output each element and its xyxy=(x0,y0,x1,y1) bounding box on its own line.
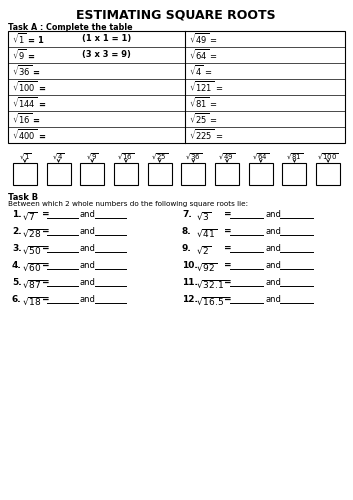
Text: $\sqrt{81}$: $\sqrt{81}$ xyxy=(286,151,303,161)
Text: 1.: 1. xyxy=(12,210,22,219)
Bar xyxy=(316,163,340,185)
Text: and: and xyxy=(265,261,281,270)
Text: $\sqrt{25}$: $\sqrt{25}$ xyxy=(151,151,168,161)
Text: 5.: 5. xyxy=(12,278,22,287)
Text: 2.: 2. xyxy=(12,227,22,236)
Text: $\sqrt{16.5}$: $\sqrt{16.5}$ xyxy=(196,295,226,306)
Text: =: = xyxy=(42,278,50,287)
Text: (3 x 3 = 9): (3 x 3 = 9) xyxy=(82,50,131,59)
Bar xyxy=(215,163,239,185)
Bar xyxy=(80,163,104,185)
Text: 4.: 4. xyxy=(12,261,22,270)
Text: and: and xyxy=(80,227,96,236)
Text: =: = xyxy=(224,244,232,253)
Text: Task B: Task B xyxy=(8,193,38,202)
Text: and: and xyxy=(265,295,281,304)
Text: $\sqrt{28}$: $\sqrt{28}$ xyxy=(22,227,43,238)
Text: and: and xyxy=(80,210,96,219)
Text: $\sqrt{9}$ =: $\sqrt{9}$ = xyxy=(12,48,36,62)
Bar xyxy=(114,163,138,185)
Text: $\sqrt{400}$ =: $\sqrt{400}$ = xyxy=(12,128,46,142)
Text: and: and xyxy=(265,244,281,253)
Text: $\sqrt{64}$: $\sqrt{64}$ xyxy=(252,151,269,161)
Text: 6.: 6. xyxy=(12,295,22,304)
Text: =: = xyxy=(224,278,232,287)
Text: and: and xyxy=(80,278,96,287)
Text: ESTIMATING SQUARE ROOTS: ESTIMATING SQUARE ROOTS xyxy=(76,8,276,21)
Text: $\sqrt{50}$: $\sqrt{50}$ xyxy=(22,244,43,256)
Text: $\sqrt{4}$ =: $\sqrt{4}$ = xyxy=(189,64,213,78)
Text: =: = xyxy=(42,244,50,253)
Text: and: and xyxy=(265,278,281,287)
Text: $\sqrt{121}$ =: $\sqrt{121}$ = xyxy=(189,80,223,94)
Text: $\sqrt{92}$: $\sqrt{92}$ xyxy=(196,261,217,272)
Text: and: and xyxy=(80,244,96,253)
Text: $\sqrt{4}$: $\sqrt{4}$ xyxy=(52,151,65,161)
Text: $\sqrt{1}$: $\sqrt{1}$ xyxy=(18,151,31,161)
Text: $\sqrt{144}$ =: $\sqrt{144}$ = xyxy=(12,96,46,110)
Text: $\sqrt{49}$ =: $\sqrt{49}$ = xyxy=(189,32,218,46)
Text: and: and xyxy=(80,261,96,270)
Text: 9.: 9. xyxy=(182,244,192,253)
Text: Task A : Complete the table: Task A : Complete the table xyxy=(8,23,133,32)
Text: $\sqrt{16}$: $\sqrt{16}$ xyxy=(118,151,134,161)
Text: 11.: 11. xyxy=(182,278,198,287)
Text: $\sqrt{18}$: $\sqrt{18}$ xyxy=(22,295,43,306)
Text: =: = xyxy=(224,210,232,219)
Text: =: = xyxy=(224,227,232,236)
Text: =: = xyxy=(224,261,232,270)
Text: $\sqrt{41}$: $\sqrt{41}$ xyxy=(196,227,217,238)
Text: $\sqrt{32.1}$: $\sqrt{32.1}$ xyxy=(196,278,226,289)
Text: 10.: 10. xyxy=(182,261,198,270)
Text: $\sqrt{36}$ =: $\sqrt{36}$ = xyxy=(12,64,41,78)
Text: Between which 2 whole numbers do the following square roots lie:: Between which 2 whole numbers do the fol… xyxy=(8,201,248,207)
Bar xyxy=(47,163,71,185)
Bar xyxy=(13,163,37,185)
Bar xyxy=(181,163,205,185)
Bar xyxy=(8,31,345,143)
Text: $\sqrt{1}$ = 1: $\sqrt{1}$ = 1 xyxy=(12,32,45,46)
Text: $\sqrt{81}$ =: $\sqrt{81}$ = xyxy=(189,96,218,110)
Text: $\sqrt{7}$: $\sqrt{7}$ xyxy=(22,210,38,222)
Text: $\sqrt{16}$ =: $\sqrt{16}$ = xyxy=(12,112,41,126)
Text: =: = xyxy=(42,295,50,304)
Text: $\sqrt{100}$: $\sqrt{100}$ xyxy=(317,151,339,161)
Text: $\sqrt{64}$ =: $\sqrt{64}$ = xyxy=(189,48,218,62)
Text: =: = xyxy=(42,210,50,219)
Text: 7.: 7. xyxy=(182,210,192,219)
Text: (1 x 1 = 1): (1 x 1 = 1) xyxy=(82,34,131,43)
Text: =: = xyxy=(224,295,232,304)
Text: $\sqrt{100}$ =: $\sqrt{100}$ = xyxy=(12,80,46,94)
Text: and: and xyxy=(265,227,281,236)
Text: 8.: 8. xyxy=(182,227,192,236)
Text: and: and xyxy=(265,210,281,219)
Text: $\sqrt{25}$ =: $\sqrt{25}$ = xyxy=(189,112,218,126)
Text: $\sqrt{225}$ =: $\sqrt{225}$ = xyxy=(189,128,223,142)
Text: $\sqrt{49}$: $\sqrt{49}$ xyxy=(219,151,235,161)
Text: $\sqrt{87}$: $\sqrt{87}$ xyxy=(22,278,43,289)
Text: =: = xyxy=(42,261,50,270)
Text: $\sqrt{2}$: $\sqrt{2}$ xyxy=(196,244,212,256)
Bar xyxy=(282,163,306,185)
Text: and: and xyxy=(80,295,96,304)
Text: 12.: 12. xyxy=(182,295,198,304)
Bar xyxy=(249,163,273,185)
Text: 3.: 3. xyxy=(12,244,22,253)
Text: $\sqrt{60}$: $\sqrt{60}$ xyxy=(22,261,43,272)
Text: $\sqrt{36}$: $\sqrt{36}$ xyxy=(185,151,202,161)
Text: $\sqrt{3}$: $\sqrt{3}$ xyxy=(196,210,212,222)
Text: =: = xyxy=(42,227,50,236)
Text: $\sqrt{9}$: $\sqrt{9}$ xyxy=(86,151,98,161)
Bar xyxy=(148,163,172,185)
